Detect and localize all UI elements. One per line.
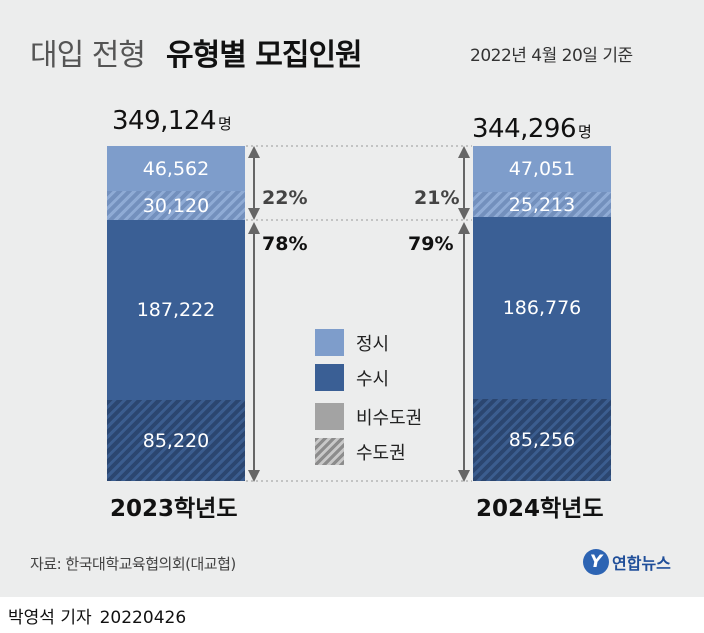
bar-segment-jeongsi-noncapital-2024: 47,051 <box>473 146 611 192</box>
total-label-2024: 344,296 명 <box>472 114 592 144</box>
yonhap-logo-text: 연합뉴스 <box>612 554 671 573</box>
susi-share-2024: 79% <box>408 233 454 255</box>
bar-segment-jeongsi-noncapital-2023: 46,562 <box>107 146 245 191</box>
total-unit-2024: 명 <box>578 123 592 141</box>
susi-share-2023: 78% <box>262 233 308 255</box>
bar-segment-susi-noncapital-2024: 186,776 <box>473 217 611 399</box>
legend-swatch-capital <box>315 438 344 465</box>
legend-susi: 수시 <box>315 364 389 391</box>
category-label-2023: 2023학년도 <box>110 496 238 522</box>
legend-jeongsi: 정시 <box>315 329 389 356</box>
bar-segment-susi-capital-2023: 85,220 <box>107 400 245 481</box>
data-label-jeongsi-noncapital-2023: 46,562 <box>142 157 210 180</box>
total-value-2023: 349,124 <box>112 106 217 136</box>
category-label-2024: 2024학년도 <box>476 496 604 522</box>
legend-label-non-capital: 비수도권 <box>356 407 423 429</box>
legend-label-jeongsi: 정시 <box>356 333 390 355</box>
jeongsi-share-2023: 22% <box>262 187 308 209</box>
total-label-2023: 349,124 명 <box>112 106 232 136</box>
byline: 박영석 기자 20220426 <box>8 603 186 628</box>
data-label-susi-capital-2023: 85,220 <box>142 429 210 452</box>
data-label-jeongsi-capital-2024: 25,213 <box>508 193 576 216</box>
data-label-jeongsi-capital-2023: 30,120 <box>142 194 210 217</box>
data-label-susi-noncapital-2024: 186,776 <box>502 297 582 319</box>
yonhap-logo-icon: Y <box>583 549 609 575</box>
bar-segment-jeongsi-capital-2024: 25,213 <box>473 192 611 217</box>
yonhap-logo: Y 연합뉴스 <box>583 549 671 575</box>
source-note: 자료: 한국대학교육협의회(대교협) <box>30 555 236 573</box>
legend-swatch-jeongsi <box>315 329 344 356</box>
bar-segment-susi-noncapital-2023: 187,222 <box>107 220 245 400</box>
infographic-card: 대입 전형 유형별 모집인원 2022년 4월 20일 기준 349,124 명 … <box>0 0 704 597</box>
title-light: 대입 전형 <box>30 38 146 73</box>
data-label-susi-noncapital-2023: 187,222 <box>136 299 216 321</box>
legend-label-susi: 수시 <box>356 368 390 390</box>
share-arrows <box>246 145 472 482</box>
total-unit-2023: 명 <box>218 115 232 133</box>
legend-label-capital: 수도권 <box>356 442 406 464</box>
date-note: 2022년 4월 20일 기준 <box>470 46 633 66</box>
legend-non-capital: 비수도권 <box>315 403 422 430</box>
legend-swatch-non-capital <box>315 403 344 430</box>
title-bold: 유형별 모집인원 <box>166 38 363 73</box>
total-value-2024: 344,296 <box>472 114 577 144</box>
legend-swatch-susi <box>315 364 344 391</box>
data-label-susi-capital-2024: 85,256 <box>508 429 576 451</box>
bar-segment-jeongsi-capital-2023: 30,120 <box>107 191 245 220</box>
bar-segment-susi-capital-2024: 85,256 <box>473 399 611 481</box>
jeongsi-share-2024: 21% <box>414 187 460 209</box>
legend-capital: 수도권 <box>315 438 406 465</box>
byline-name: 박영석 기자 <box>8 608 92 628</box>
byline-date: 20220426 <box>99 608 187 628</box>
data-label-jeongsi-noncapital-2024: 47,051 <box>508 158 576 180</box>
